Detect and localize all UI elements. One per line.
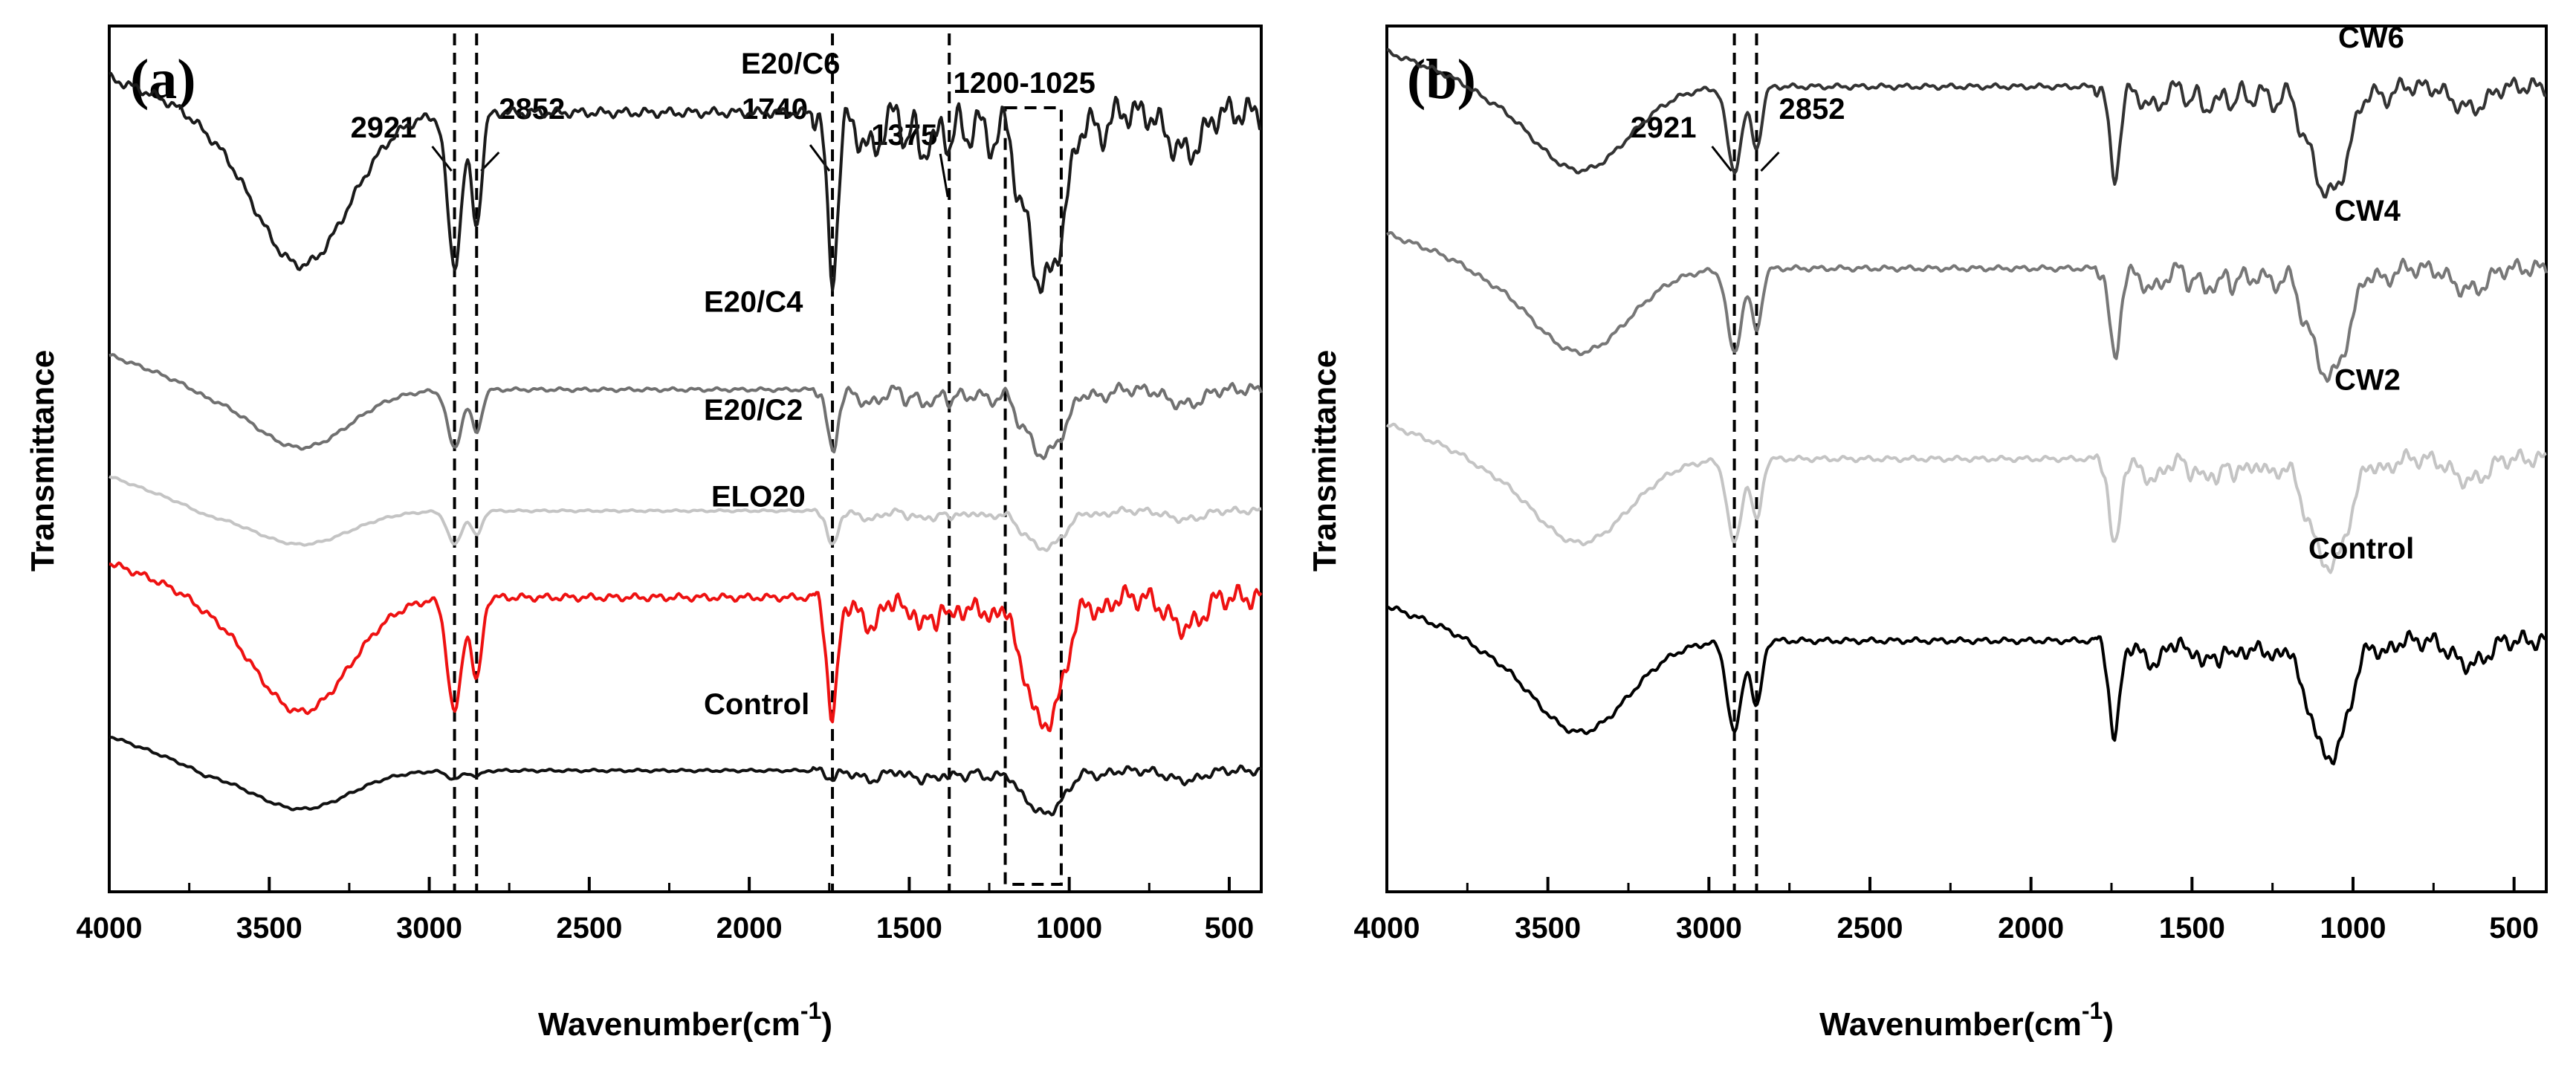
x-axis-ticks-a: 4000 3500 3000 2500 2000 1500 1000 500 (77, 877, 1255, 945)
x-axis-label-close-b: ) (2103, 1006, 2114, 1043)
y-axis-label-a: Transmittance (25, 350, 61, 571)
plot-frame-b (1385, 25, 2548, 893)
peak-label-2921: 2921 (351, 111, 417, 144)
x-tick-label-2000: 2000 (716, 912, 783, 945)
peak-arrow-2921 (431, 146, 453, 172)
x-tick-label-2500: 2500 (1837, 912, 1903, 945)
x-axis-label-text-b: Wavenumber(cm (1819, 1006, 2082, 1043)
series-label-e20-c2: E20/C2 (704, 394, 803, 427)
series-line-e20-c4 (109, 353, 1263, 461)
x-axis-label-sup-b: -1 (2082, 997, 2103, 1024)
region-box (1003, 106, 1063, 886)
series-label-control: Control (2308, 532, 2414, 565)
x-axis-label-text-a: Wavenumber(cm (538, 1006, 800, 1043)
series-label-elo20: ELO20 (711, 481, 806, 514)
series-group-a (109, 71, 1263, 817)
x-tick-label-3500: 3500 (1515, 912, 1581, 945)
series-line-e20-c6 (109, 71, 1262, 294)
x-axis-label-close-a: ) (821, 1006, 832, 1043)
series-label-control: Control (704, 688, 809, 721)
y-axis-label-b: Transmittance (1307, 350, 1343, 571)
series-label-cw6: CW6 (2338, 22, 2404, 54)
series-label-cw2: CW2 (2334, 363, 2401, 396)
series-group-b (1385, 48, 2548, 765)
peak-arrow-1375 (939, 153, 949, 198)
x-tick-label-3000: 3000 (396, 912, 462, 945)
x-tick-label-500: 500 (2489, 912, 2539, 945)
x-tick-label-1000: 1000 (2320, 912, 2386, 945)
series-label-cw4: CW4 (2334, 195, 2401, 227)
series-line-cw6 (1386, 48, 2547, 199)
x-axis-ticks-b: 4000 3500 3000 2500 2000 1500 1000 500 (1354, 877, 2539, 945)
region-label: 1200-1025 (954, 67, 1096, 100)
plot-frame-a (108, 25, 1263, 893)
x-axis-label-a: Wavenumber(cm-1) (538, 997, 832, 1043)
x-tick-label-1500: 1500 (2159, 912, 2225, 945)
series-line-control (109, 735, 1263, 817)
x-tick-label-2500: 2500 (556, 912, 622, 945)
series-line-control (1386, 605, 2548, 765)
x-axis-label-sup-a: -1 (800, 997, 821, 1024)
panel-b: (b) Transmittance Wavenumber(cm-1) 4000 3… (1288, 0, 2576, 1085)
peak-arrow-2921 (1711, 146, 1732, 172)
series-labels-a: E20/C6 E20/C4 E20/C2 ELO20 Control (704, 48, 840, 721)
panel-label-b: (b) (1407, 48, 1476, 111)
series-line-e20-c2 (109, 475, 1262, 552)
series-label-e20-c6: E20/C6 (741, 48, 840, 80)
x-tick-label-500: 500 (1205, 912, 1255, 945)
x-tick-label-3500: 3500 (236, 912, 302, 945)
series-line-cw2 (1385, 422, 2547, 574)
panel-a: (a) Transmittance Wavenumber(cm-1) 4000 3… (25, 25, 1263, 1043)
ftir-chart-b: (b) Transmittance Wavenumber(cm-1) 4000 3… (1307, 22, 2548, 1043)
series-line-elo20 (109, 561, 1263, 733)
series-label-e20-c4: E20/C4 (704, 285, 803, 318)
reference-lines-b: 2921 2852 (1631, 33, 1845, 892)
x-axis-label-b: Wavenumber(cm-1) (1819, 997, 2114, 1043)
peak-label-2921: 2921 (1631, 111, 1697, 144)
x-tick-label-3000: 3000 (1676, 912, 1742, 945)
peak-arrow-2852 (1760, 151, 1780, 172)
series-line-cw4 (1386, 231, 2548, 383)
ftir-chart-a: (a) Transmittance Wavenumber(cm-1) 4000 3… (25, 25, 1263, 1043)
x-tick-label-1500: 1500 (876, 912, 942, 945)
x-tick-label-4000: 4000 (77, 912, 143, 945)
peak-label-2852: 2852 (1779, 93, 1845, 126)
x-tick-label-4000: 4000 (1354, 912, 1420, 945)
series-labels-b: CW6 CW4 CW2 Control (2308, 22, 2414, 565)
x-tick-label-2000: 2000 (1998, 912, 2064, 945)
x-tick-label-1000: 1000 (1036, 912, 1102, 945)
